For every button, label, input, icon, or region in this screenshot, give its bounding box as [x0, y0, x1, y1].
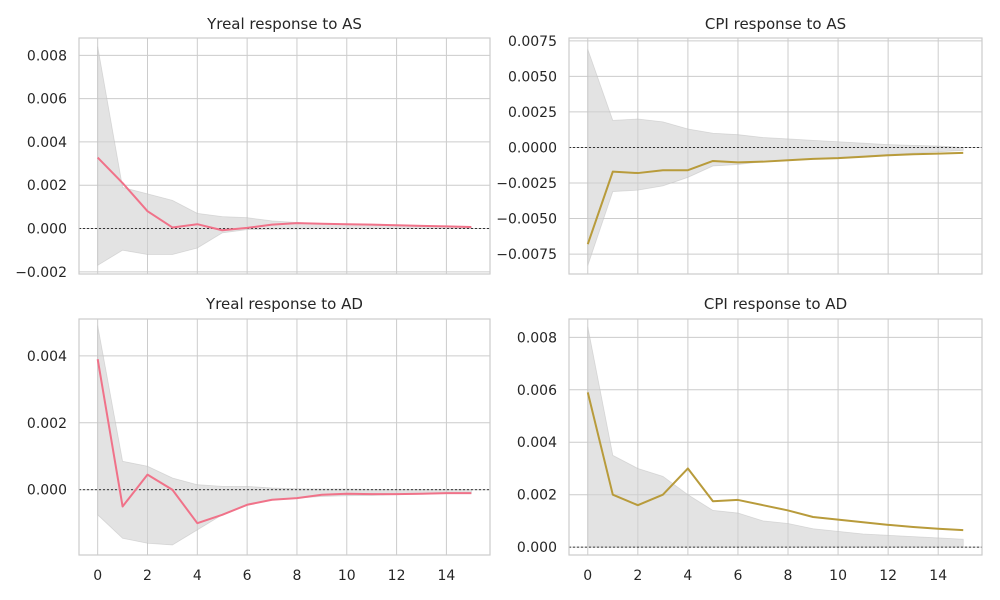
x-tick-label: 12	[879, 568, 897, 584]
x-tick-label: 4	[193, 568, 202, 584]
y-tick-label: 0.0025	[508, 105, 557, 121]
y-tick-label: 0.000	[27, 222, 67, 238]
x-tick-label: 4	[683, 568, 692, 584]
response-line	[96, 156, 472, 232]
x-tick-label: 0	[93, 568, 102, 584]
y-tick-label: 0.008	[517, 330, 557, 346]
y-tick-label: 0.002	[27, 416, 67, 432]
x-tick-label: 6	[243, 568, 252, 584]
y-tick-label: 0.0050	[508, 69, 557, 85]
plot-frame	[78, 37, 491, 275]
x-tick-label: 12	[388, 568, 406, 584]
panel-yreal-as: Yreal response to AS −0.002 0.000 0.002 0.0…	[15, 15, 491, 281]
panel-yreal-ad: Yreal response to AD 0.000 0.002 0.004 0 2 4 6…	[27, 295, 491, 584]
response-line	[586, 392, 964, 532]
x-tick-label: 10	[338, 568, 356, 584]
y-tick-label: 0.006	[27, 92, 67, 108]
x-tick-label: 8	[292, 568, 301, 584]
y-tick-label: −0.002	[15, 265, 67, 281]
confidence-band	[587, 326, 964, 548]
panel-cpi-as: CPI response to AS −0.0075 −0.0050 −0.0025…	[496, 15, 983, 275]
plot-frame	[78, 318, 491, 556]
y-tick-label: 0.000	[517, 540, 557, 556]
x-tick-label: 10	[829, 568, 847, 584]
y-tick-label: 0.008	[27, 48, 67, 64]
y-tick-label: −0.0075	[496, 247, 557, 263]
x-tick-label: 8	[784, 568, 793, 584]
y-tick-label: 0.0000	[508, 140, 557, 156]
x-tick-label: 6	[733, 568, 742, 584]
y-tick-label: 0.002	[517, 488, 557, 504]
panel-title: Yreal response to AS	[206, 15, 362, 33]
response-line	[96, 359, 472, 525]
plot-frame	[568, 318, 983, 556]
panel-title: Yreal response to AD	[205, 295, 363, 313]
x-tick-label: 2	[633, 568, 642, 584]
y-tick-label: 0.004	[517, 435, 557, 451]
confidence-band	[587, 49, 964, 266]
x-tick-label: 14	[437, 568, 455, 584]
y-tick-label: 0.006	[517, 383, 557, 399]
y-tick-label: −0.0025	[496, 176, 557, 192]
x-tick-label: 2	[143, 568, 152, 584]
y-tick-label: 0.002	[27, 178, 67, 194]
y-tick-label: 0.000	[27, 483, 67, 499]
y-tick-label: 0.004	[27, 349, 67, 365]
plot-frame	[568, 37, 983, 275]
x-tick-label: 0	[583, 568, 592, 584]
panel-title: CPI response to AD	[704, 295, 847, 313]
response-line	[586, 151, 964, 245]
panel-title: CPI response to AS	[705, 15, 846, 33]
y-tick-label: −0.0050	[496, 212, 557, 228]
x-tick-label: 14	[929, 568, 947, 584]
y-tick-label: 0.004	[27, 135, 67, 151]
y-tick-label: 0.0075	[508, 34, 557, 50]
panel-cpi-ad: CPI response to AD 0.000 0.002 0.004 0.006 0…	[517, 295, 983, 584]
